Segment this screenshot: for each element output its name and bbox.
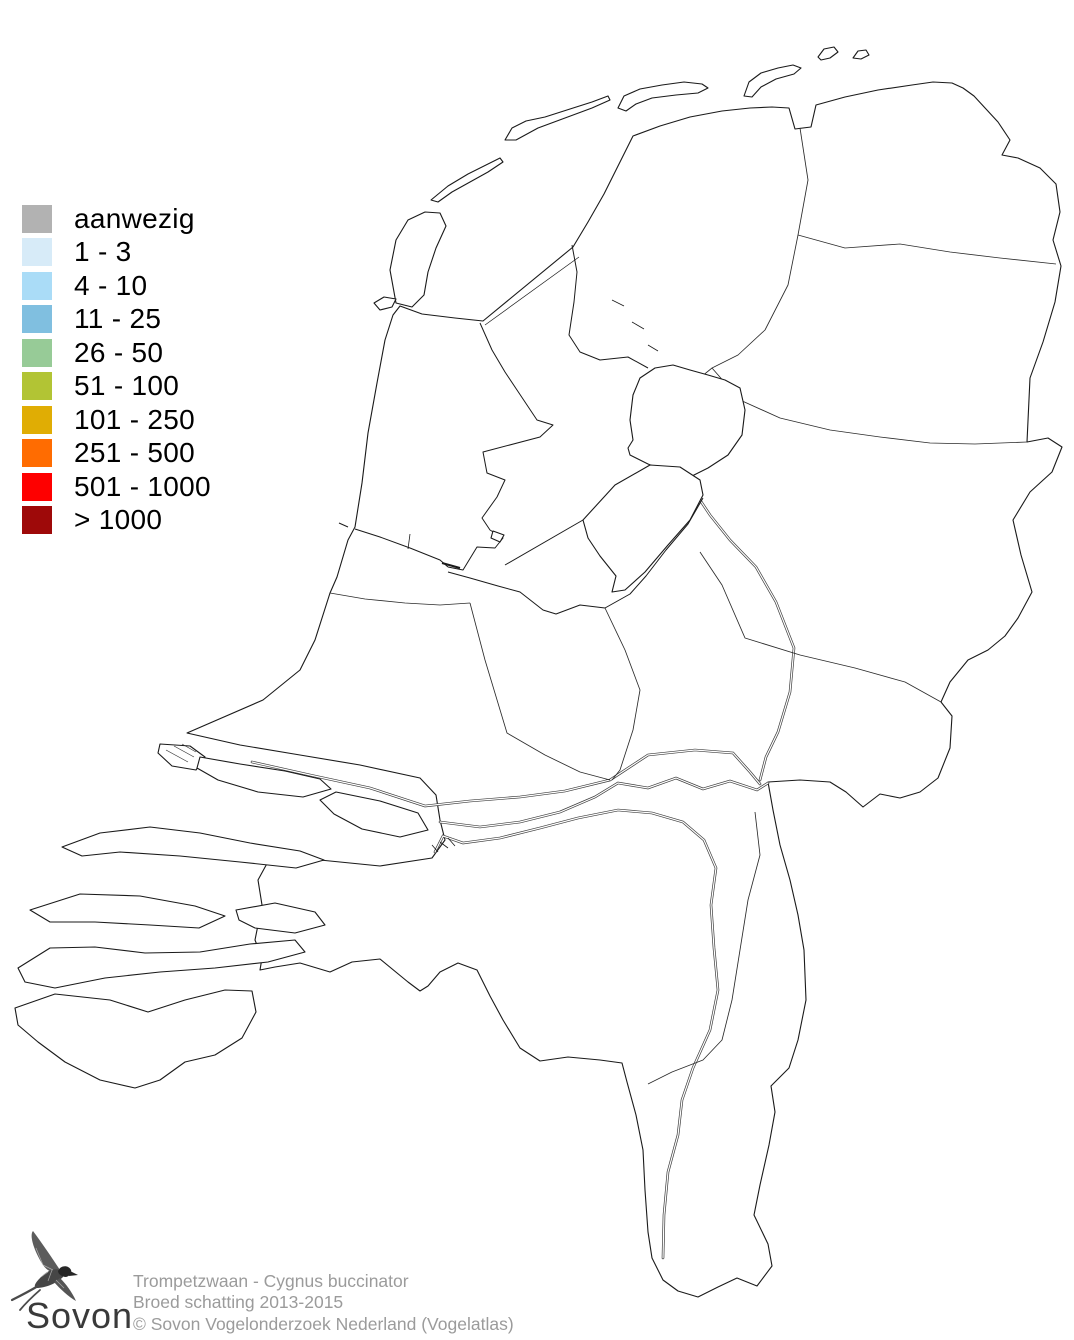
legend-label: aanwezig (74, 202, 195, 234)
legend-label: 51 - 100 (74, 370, 180, 402)
island-rottumeroog (852, 49, 870, 60)
copyright-line: © Sovon Vogelonderzoek Nederland (Vogela… (133, 1313, 514, 1334)
legend-color-swatch (22, 271, 52, 300)
legend-label: 1 - 3 (74, 236, 132, 268)
legend-label: 26 - 50 (74, 336, 164, 368)
island-hoeksche-waard (319, 791, 429, 838)
island-goeree (61, 826, 325, 869)
legend-item: 1 - 3 (22, 236, 211, 270)
legend-color-swatch (22, 439, 52, 468)
island-terschelling (504, 95, 611, 141)
map-rivers-core (251, 499, 795, 1259)
island-vlieland (430, 157, 504, 203)
map-coastlines (338, 244, 704, 853)
legend-color-swatch (22, 204, 52, 233)
legend-label: 11 - 25 (74, 303, 162, 335)
map-credits: Trompetzwaan - Cygnus buccinator Broed s… (133, 1271, 514, 1335)
legend-label: 251 - 500 (74, 437, 196, 469)
legend-item: 11 - 25 (22, 303, 211, 337)
island-walcheren-beveland (17, 939, 306, 989)
island-schouwen (29, 893, 226, 929)
legend-label: 4 - 10 (74, 269, 148, 301)
island-schiermonnikoog (743, 64, 802, 98)
island-noorderhaaks (373, 296, 397, 311)
island-zeeuws-vlaanderen (14, 989, 257, 1089)
survey-subtitle: Broed schatting 2013-2015 (133, 1292, 344, 1313)
legend-color-swatch (22, 472, 52, 501)
legend-item: 26 - 50 (22, 336, 211, 370)
sovon-logo-swallow-icon (10, 1231, 78, 1311)
legend-label: 101 - 250 (74, 403, 196, 435)
legend-item: aanwezig (22, 202, 211, 236)
island-flevoland (582, 464, 704, 593)
legend-item: 51 - 100 (22, 370, 211, 404)
map-mainland (186, 81, 1063, 1298)
legend-color-swatch (22, 305, 52, 334)
legend-item: 501 - 1000 (22, 470, 211, 504)
legend-color-swatch (22, 238, 52, 267)
legend-color-swatch (22, 506, 52, 535)
map-port-hatches (165, 743, 197, 763)
legend-color-swatch (22, 405, 52, 434)
island-texel (389, 211, 447, 308)
sovon-wordmark: Sovon (26, 1295, 134, 1336)
legend-item: > 1000 (22, 504, 211, 538)
legend-color-swatch (22, 372, 52, 401)
island-rottumerplaat (817, 46, 839, 61)
island-ameland (617, 81, 709, 112)
species-title: Trompetzwaan - Cygnus buccinator (133, 1271, 409, 1291)
legend-item: 101 - 250 (22, 403, 211, 437)
legend-item: 4 - 10 (22, 269, 211, 303)
legend-item: 251 - 500 (22, 437, 211, 471)
island-voorne-putten (196, 756, 332, 798)
island-tholen (235, 902, 326, 934)
legend-label: > 1000 (74, 504, 163, 536)
legend-label: 501 - 1000 (74, 470, 211, 502)
map-islands (14, 46, 870, 1089)
legend-color-swatch (22, 338, 52, 367)
island-marken (490, 530, 505, 543)
